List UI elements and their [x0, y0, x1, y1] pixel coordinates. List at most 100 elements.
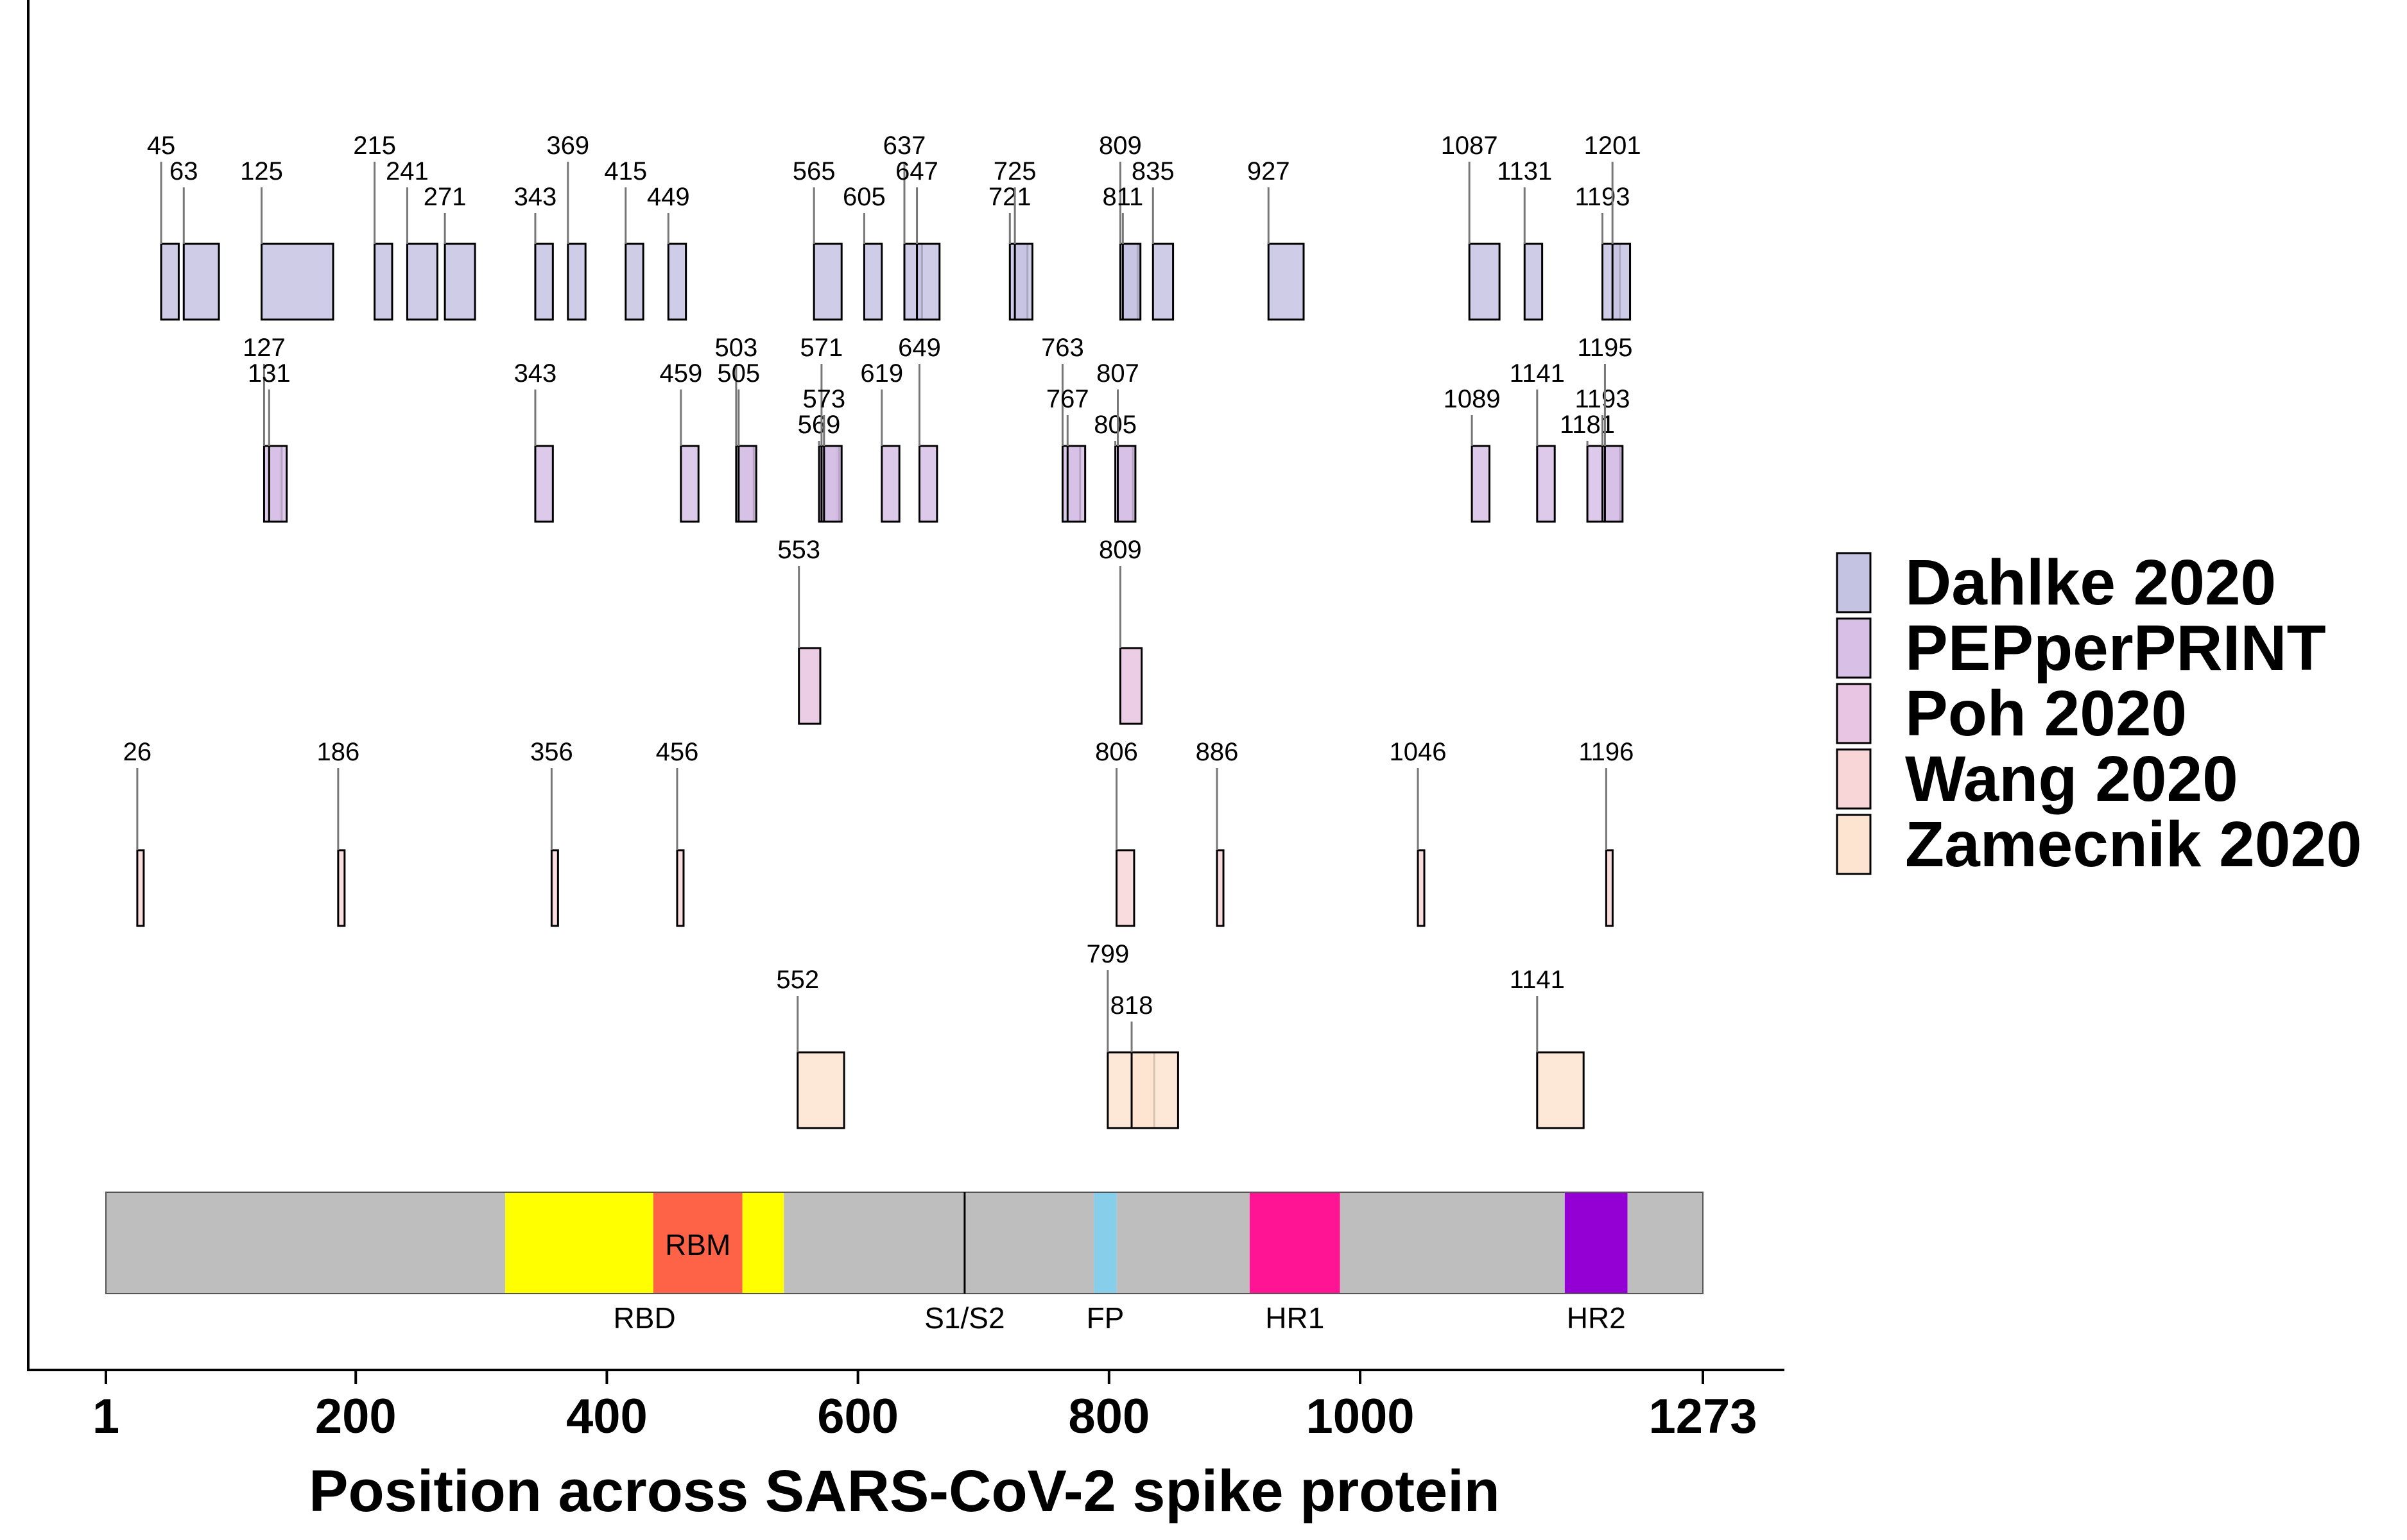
- x-tick-label: 1273: [1648, 1389, 1757, 1444]
- epitope-start-label: 809: [1099, 536, 1142, 564]
- epitope-box: [550, 849, 559, 927]
- epitope-start-label: 763: [1041, 334, 1084, 362]
- epitope-start-label: 818: [1110, 991, 1153, 1020]
- epitope-start-label: 809: [1099, 132, 1142, 160]
- epitope-box: [1130, 1051, 1179, 1129]
- epitope-box: [1116, 849, 1135, 927]
- epitope-start-label: 927: [1247, 157, 1290, 185]
- epitope-box: [1117, 445, 1137, 523]
- axes: [27, 0, 1784, 1371]
- epitope-start-label: 1193: [1575, 385, 1630, 413]
- epitope-start-label: 811: [1102, 183, 1143, 211]
- epitope-box: [916, 243, 941, 321]
- x-tick-label: 200: [315, 1389, 397, 1444]
- epitope-box: [797, 1051, 845, 1129]
- legend-swatch: [1836, 814, 1872, 875]
- epitope-start-label: 125: [240, 157, 283, 185]
- domain-label: RBD: [614, 1301, 676, 1335]
- x-tick-label: 1: [92, 1389, 119, 1444]
- domain-inner-label: RBM: [665, 1228, 730, 1262]
- epitope-box: [823, 445, 843, 523]
- epitope-start-label: 805: [1094, 411, 1137, 439]
- domain-label: S1/S2: [924, 1301, 1005, 1335]
- epitope-start-label: 131: [248, 359, 291, 388]
- domain-segment: [1249, 1192, 1340, 1294]
- epitope-box: [136, 849, 145, 927]
- epitope-start-label: 799: [1086, 940, 1129, 968]
- track-wang-2020: 26 186 356 456 806 886 1046 1196: [123, 738, 1634, 927]
- epitope-box: [1536, 1051, 1585, 1129]
- epitope-start-label: 1195: [1577, 334, 1632, 362]
- epitope-start-label: 1181: [1560, 411, 1615, 439]
- x-tick-label: 400: [566, 1389, 648, 1444]
- epitope-box: [268, 445, 288, 523]
- epitope-start-label: 647: [895, 157, 938, 185]
- domain-label: HR2: [1567, 1301, 1626, 1335]
- epitope-start-label: 1201: [1584, 132, 1641, 160]
- epitope-start-label: 415: [604, 157, 647, 185]
- epitope-start-label: 725: [994, 157, 1037, 185]
- domain-labels: RBD S1/S2 FP HR1 HR2: [614, 1301, 1626, 1335]
- epitope-start-label: 552: [776, 966, 819, 994]
- epitope-box: [1267, 243, 1305, 321]
- epitope-box: [567, 243, 587, 321]
- epitope-box: [406, 243, 438, 321]
- legend-swatch: [1836, 683, 1872, 744]
- epitope-box: [1611, 243, 1632, 321]
- epitope-start-label: 565: [793, 157, 836, 185]
- epitope-box: [798, 647, 822, 725]
- domain-segment: [742, 1192, 784, 1294]
- epitope-box: [1121, 243, 1142, 321]
- epitope-start-label: 449: [647, 183, 690, 211]
- legend-label: Poh 2020: [1905, 678, 2187, 749]
- epitope-start-label: 343: [514, 183, 557, 211]
- epitope-start-label: 886: [1196, 738, 1239, 766]
- legend-label: Wang 2020: [1905, 743, 2238, 815]
- epitope-start-label: 721: [988, 183, 1031, 211]
- epitope-start-label: 215: [353, 132, 396, 160]
- epitope-box: [625, 243, 644, 321]
- domain-segment: [505, 1192, 653, 1294]
- epitope-start-label: 63: [169, 157, 198, 185]
- epitope-start-label: 767: [1046, 385, 1089, 413]
- legend-label: Zamecnik 2020: [1905, 809, 2362, 880]
- epitope-start-label: 26: [123, 738, 152, 766]
- epitope-start-label: 459: [659, 359, 702, 388]
- epitope-start-label: 1089: [1444, 385, 1501, 413]
- epitope-box: [1605, 849, 1614, 927]
- legend-label: Dahlke 2020: [1905, 547, 2276, 619]
- epitope-start-label: 505: [717, 359, 760, 388]
- domain-segment: [106, 1192, 506, 1294]
- epitope-box: [918, 445, 938, 523]
- epitope-box: [1119, 647, 1143, 725]
- legend-swatch: [1836, 617, 1872, 679]
- epitope-box: [1216, 849, 1225, 927]
- domain-segment: [1627, 1192, 1703, 1294]
- domain-label: HR1: [1265, 1301, 1324, 1335]
- epitope-start-label: 553: [777, 536, 820, 564]
- epitope-box: [738, 445, 757, 523]
- domain-label: FP: [1087, 1301, 1125, 1335]
- epitope-box: [680, 445, 700, 523]
- x-tick-label: 1000: [1306, 1389, 1414, 1444]
- legend-label: PEPperPRINT: [1905, 612, 2326, 684]
- legend-swatch: [1836, 748, 1872, 810]
- domain-segment: [1094, 1192, 1117, 1294]
- domain-segment: [1116, 1192, 1250, 1294]
- epitope-start-label: 369: [546, 132, 589, 160]
- epitope-start-label: 1141: [1510, 966, 1565, 994]
- epitope-start-label: 1046: [1390, 738, 1447, 766]
- epitope-box: [1603, 445, 1624, 523]
- epitope-box: [676, 849, 685, 927]
- epitope-box: [534, 445, 554, 523]
- epitope-box: [444, 243, 476, 321]
- epitope-box: [261, 243, 334, 321]
- epitope-box: [1536, 445, 1556, 523]
- epitope-start-label: 806: [1095, 738, 1138, 766]
- epitope-box: [813, 243, 843, 321]
- epitope-box: [863, 243, 883, 321]
- legend-swatch: [1836, 552, 1872, 613]
- epitope-box: [182, 243, 220, 321]
- epitope-start-label: 1196: [1578, 738, 1634, 766]
